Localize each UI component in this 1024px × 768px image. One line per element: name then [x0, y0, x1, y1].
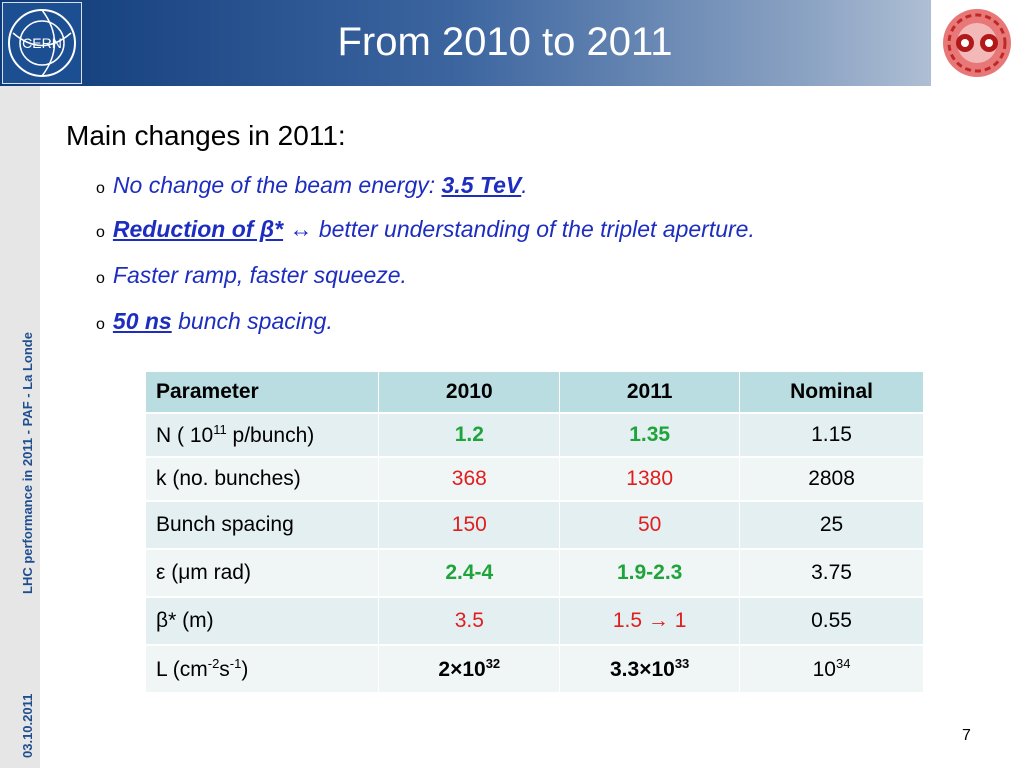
value-2010: 368 — [378, 457, 561, 502]
bullet-highlight: Reduction of β* — [112, 216, 284, 242]
value-nominal: 1.15 — [739, 413, 924, 458]
footer-text: LHC performance in 2011 - PAF - La Londe — [20, 332, 35, 594]
bullet-highlight: 50 ns — [112, 308, 172, 334]
bullet-beta-reduction: o Reduction of β* ↔ better understanding … — [96, 216, 755, 242]
bullet-bunch-spacing: o 50 ns bunch spacing. — [96, 308, 333, 334]
param-cell: L (cm-2s-1) — [146, 645, 380, 694]
value-2010: 2×1032 — [378, 645, 561, 694]
param-cell: N ( 1011 p/bunch) — [146, 413, 380, 458]
cern-logo-text: CERN — [22, 35, 62, 51]
value-2010: 1.2 — [378, 413, 561, 458]
bullet-marker-icon: o — [96, 270, 105, 287]
bullet-marker-icon: o — [96, 224, 105, 241]
column-header: 2011 — [559, 372, 741, 414]
value-2011: 1.9-2.3 — [559, 549, 741, 598]
column-header: 2010 — [378, 372, 561, 414]
footer-date: 03.10.2011 — [20, 693, 35, 758]
sidebar: LHC performance in 2011 - PAF - La Londe… — [0, 86, 40, 768]
value-2011: 1.35 — [559, 413, 741, 458]
value-nominal: 25 — [739, 501, 924, 550]
table-row: ε (μm rad) 2.4-4 1.9-2.3 3.75 — [146, 549, 924, 598]
arrow-symbol: ↔ — [289, 216, 313, 242]
table-row: L (cm-2s-1) 2×1032 3.3×1033 1034 — [146, 645, 924, 694]
header-bar: CERN From 2010 to 2011 — [0, 0, 1024, 86]
param-cell: Bunch spacing — [146, 501, 380, 550]
column-header: Nominal — [739, 372, 924, 414]
main-heading: Main changes in 2011: — [66, 120, 346, 151]
bullet-beam-energy: o No change of the beam energy: 3.5 TeV. — [96, 172, 528, 198]
table-row: Bunch spacing 150 50 25 — [146, 501, 924, 550]
bullet-faster-ramp: o Faster ramp, faster squeeze. — [96, 262, 407, 288]
bullet-highlight: 3.5 TeV — [441, 172, 522, 198]
value-2011: 1.5 → 1 — [559, 597, 741, 646]
value-2011: 3.3×1033 — [559, 645, 741, 694]
table-row: N ( 1011 p/bunch) 1.2 1.35 1.15 — [146, 413, 924, 458]
value-2010: 3.5 — [378, 597, 561, 646]
value-nominal: 2808 — [739, 457, 924, 502]
value-2011: 1380 — [559, 457, 741, 502]
lhc-logo — [931, 0, 1024, 86]
table-row: β* (m) 3.5 1.5 → 1 0.55 — [146, 597, 924, 646]
bullet-marker-icon: o — [96, 180, 105, 197]
value-nominal: 3.75 — [739, 549, 924, 598]
parameter-table: Parameter 2010 2011 Nominal N ( 1011 p/b… — [146, 372, 924, 694]
value-2010: 150 — [378, 501, 561, 550]
value-nominal: 0.55 — [739, 597, 924, 646]
param-cell: k (no. bunches) — [146, 457, 380, 502]
param-cell: β* (m) — [146, 597, 380, 646]
cern-logo: CERN — [2, 2, 82, 84]
table-row: k (no. bunches) 368 1380 2808 — [146, 457, 924, 502]
param-cell: ε (μm rad) — [146, 549, 380, 598]
table-header-row: Parameter 2010 2011 Nominal — [146, 372, 924, 414]
value-2011: 50 — [559, 501, 741, 550]
column-header: Parameter — [146, 372, 380, 414]
value-nominal: 1034 — [739, 645, 924, 694]
value-2010: 2.4-4 — [378, 549, 561, 598]
slide-title: From 2010 to 2011 — [337, 20, 673, 64]
page-number: 7 — [962, 727, 971, 744]
bullet-marker-icon: o — [96, 316, 105, 333]
